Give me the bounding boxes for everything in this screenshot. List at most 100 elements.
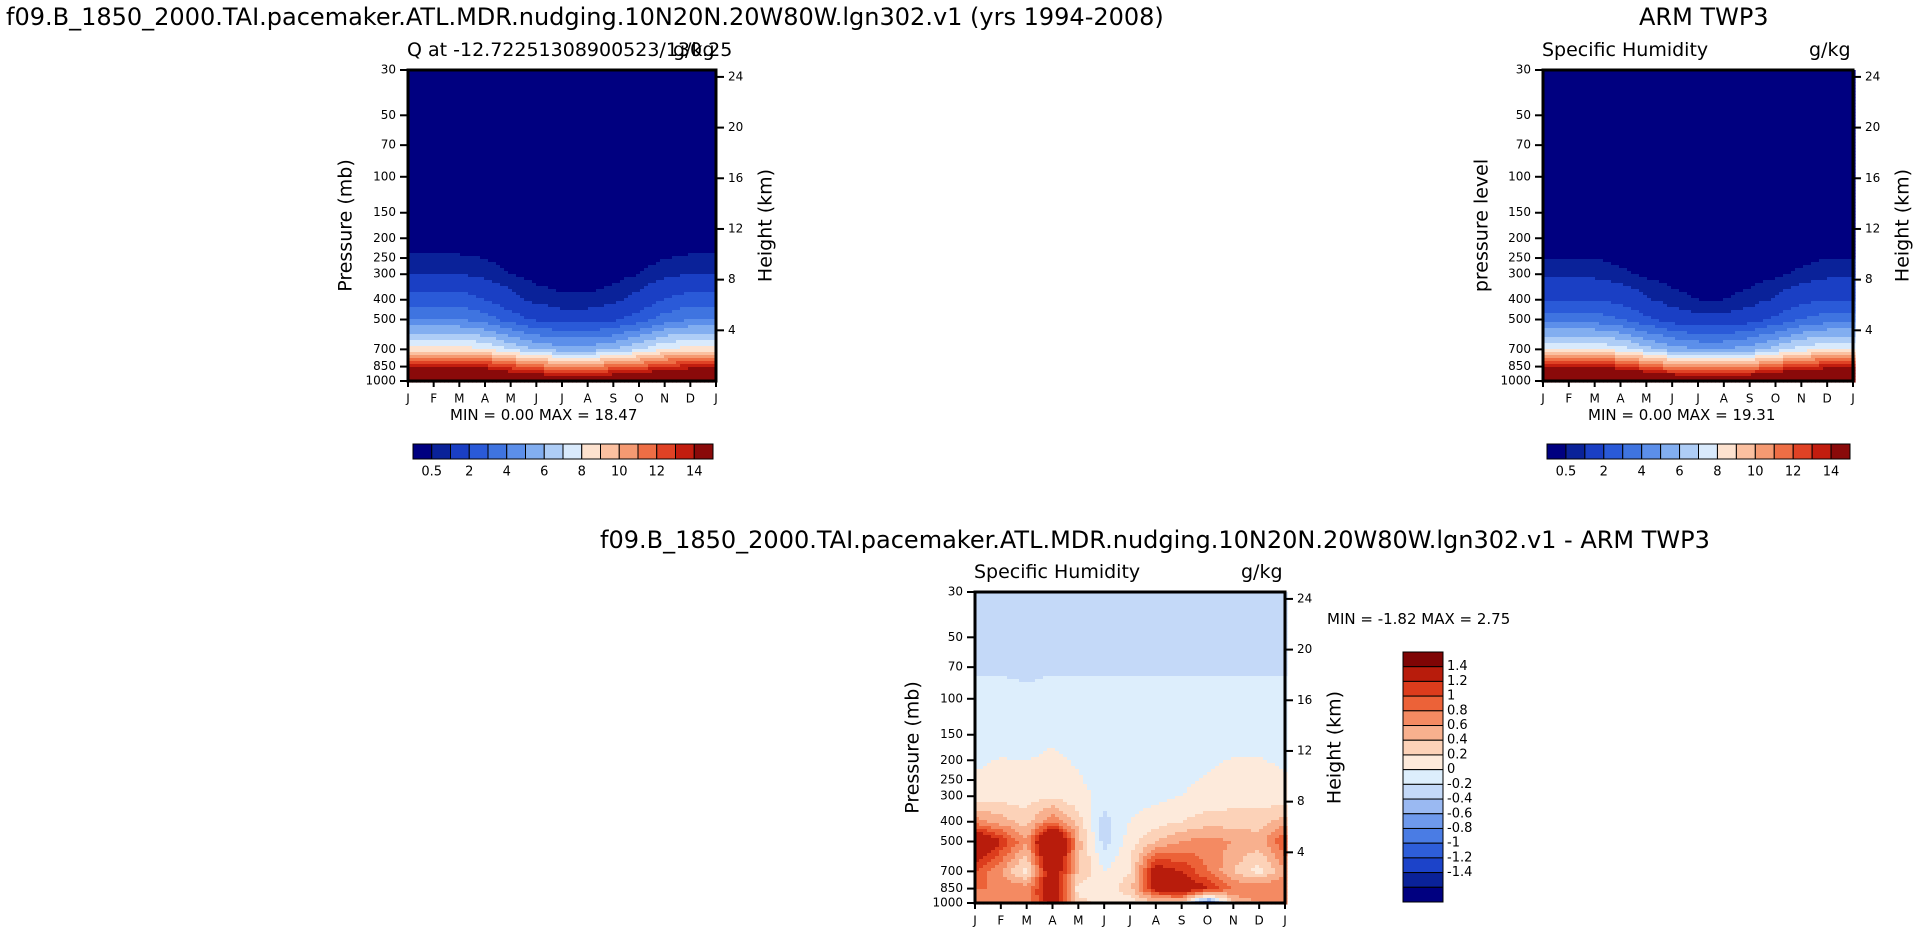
y-axis-title: Pressure (mb) <box>335 159 357 292</box>
x-tick-label: J <box>1127 914 1132 928</box>
x-tick-label: S <box>610 392 618 406</box>
x-tick-label: D <box>686 392 695 406</box>
x-tick-label: D <box>1255 914 1264 928</box>
y-tick-label: 250 <box>1508 251 1531 265</box>
colorbar-box <box>1604 444 1623 459</box>
y-tick-label: 50 <box>1516 108 1531 122</box>
y-axis-title: Pressure (mb) <box>902 681 924 814</box>
x-tick-label: M <box>1641 392 1651 406</box>
x-tick-label: D <box>1823 392 1832 406</box>
y-tick-label: 70 <box>948 660 963 674</box>
colorbar-box <box>1699 444 1718 459</box>
y2-tick-label: 24 <box>728 69 743 83</box>
x-tick-label: M <box>454 392 464 406</box>
colorbar-box <box>526 444 545 459</box>
colorbar-box <box>1403 873 1443 888</box>
x-tick-label: S <box>1178 914 1186 928</box>
colorbar-box <box>582 444 601 459</box>
y2-tick-label: 16 <box>1297 693 1312 707</box>
x-tick-label: M <box>1589 392 1599 406</box>
y-tick-label: 850 <box>1508 359 1531 373</box>
colorbar-label: 0.5 <box>421 465 442 480</box>
colorbar-label: 6 <box>1675 465 1683 480</box>
y-tick-label: 200 <box>940 753 963 767</box>
y-tick-label: 70 <box>381 138 396 152</box>
y-tick-label: 300 <box>1508 267 1531 281</box>
x-tick-label: F <box>1565 392 1572 406</box>
colorbar-box <box>1403 667 1443 682</box>
y-tick-label: 700 <box>1508 342 1531 356</box>
x-tick-label: J <box>1540 392 1545 406</box>
colorbar-label: -0.8 <box>1447 821 1472 836</box>
y2-tick-label: 4 <box>1865 323 1873 337</box>
colorbar-label: 4 <box>503 465 511 480</box>
y2-axis-title: Height (km) <box>1324 691 1346 804</box>
y-tick-label: 200 <box>1508 231 1531 245</box>
colorbar-box <box>1403 726 1443 741</box>
y-tick-label: 30 <box>948 585 963 599</box>
x-tick-label: A <box>1616 392 1625 406</box>
y-tick-label: 150 <box>373 205 396 219</box>
colorbar-label: 1 <box>1447 689 1455 704</box>
y-tick-label: 100 <box>373 169 396 183</box>
y-tick-label: 30 <box>1516 63 1531 77</box>
y2-tick-label: 12 <box>728 221 743 235</box>
y-tick-label: 300 <box>940 789 963 803</box>
x-tick-label: J <box>1282 914 1287 928</box>
colorbar-label: -0.4 <box>1447 792 1472 807</box>
y-tick-label: 50 <box>948 630 963 644</box>
colorbar-box <box>1403 828 1443 843</box>
y2-tick-label: 4 <box>1297 845 1305 859</box>
y-tick-label: 400 <box>940 814 963 828</box>
y-tick-label: 700 <box>373 342 396 356</box>
x-tick-label: A <box>481 392 490 406</box>
colorbar-label: 2 <box>465 465 473 480</box>
y-tick-label: 30 <box>381 63 396 77</box>
x-tick-label: S <box>1746 392 1754 406</box>
y2-tick-label: 12 <box>1297 743 1312 757</box>
panel-obs: 3050701001502002503004005007008501000481… <box>1471 63 1914 480</box>
colorbar-box <box>563 444 582 459</box>
colorbar-label: 0.8 <box>1447 703 1468 718</box>
y2-tick-label: 8 <box>1297 794 1305 808</box>
x-tick-label: N <box>660 392 669 406</box>
colorbar-box <box>1403 784 1443 799</box>
colorbar-label: 8 <box>1713 465 1721 480</box>
colorbar-label: 14 <box>686 465 703 480</box>
colorbar-label: 1.4 <box>1447 659 1468 674</box>
colorbar-label: 0 <box>1447 762 1455 777</box>
field-obs <box>1543 70 1856 383</box>
colorbar-label: 6 <box>540 465 548 480</box>
colorbar-box <box>469 444 488 459</box>
x-tick-label: J <box>1669 392 1674 406</box>
colorbar-label: -1.2 <box>1447 850 1472 865</box>
colorbar-label: 4 <box>1638 465 1646 480</box>
colorbar-box <box>638 444 657 459</box>
x-tick-label: J <box>713 392 718 406</box>
x-tick-label: O <box>1771 392 1780 406</box>
y-tick-label: 150 <box>940 727 963 741</box>
x-tick-label: J <box>1695 392 1700 406</box>
x-tick-label: N <box>1229 914 1238 928</box>
y2-tick-label: 20 <box>1297 642 1312 656</box>
field-model <box>408 70 717 383</box>
colorbar-label: 0.4 <box>1447 733 1468 748</box>
y2-tick-label: 12 <box>1865 221 1880 235</box>
y-tick-label: 850 <box>373 359 396 373</box>
x-tick-label: A <box>1152 914 1161 928</box>
y-tick-label: 150 <box>1508 205 1531 219</box>
y2-tick-label: 4 <box>728 323 736 337</box>
colorbar-label: 12 <box>1785 465 1802 480</box>
colorbar-box <box>1642 444 1661 459</box>
colorbar-box <box>1585 444 1604 459</box>
x-tick-label: M <box>1073 914 1083 928</box>
y-tick-label: 1000 <box>932 896 963 910</box>
colorbar-label: 0.5 <box>1556 465 1577 480</box>
y-axis-title: pressure level <box>1471 159 1493 292</box>
y-tick-label: 250 <box>373 251 396 265</box>
y-tick-label: 100 <box>940 691 963 705</box>
colorbar-box <box>1403 887 1443 902</box>
colorbar-box <box>1812 444 1831 459</box>
colorbar-label: -0.2 <box>1447 777 1472 792</box>
